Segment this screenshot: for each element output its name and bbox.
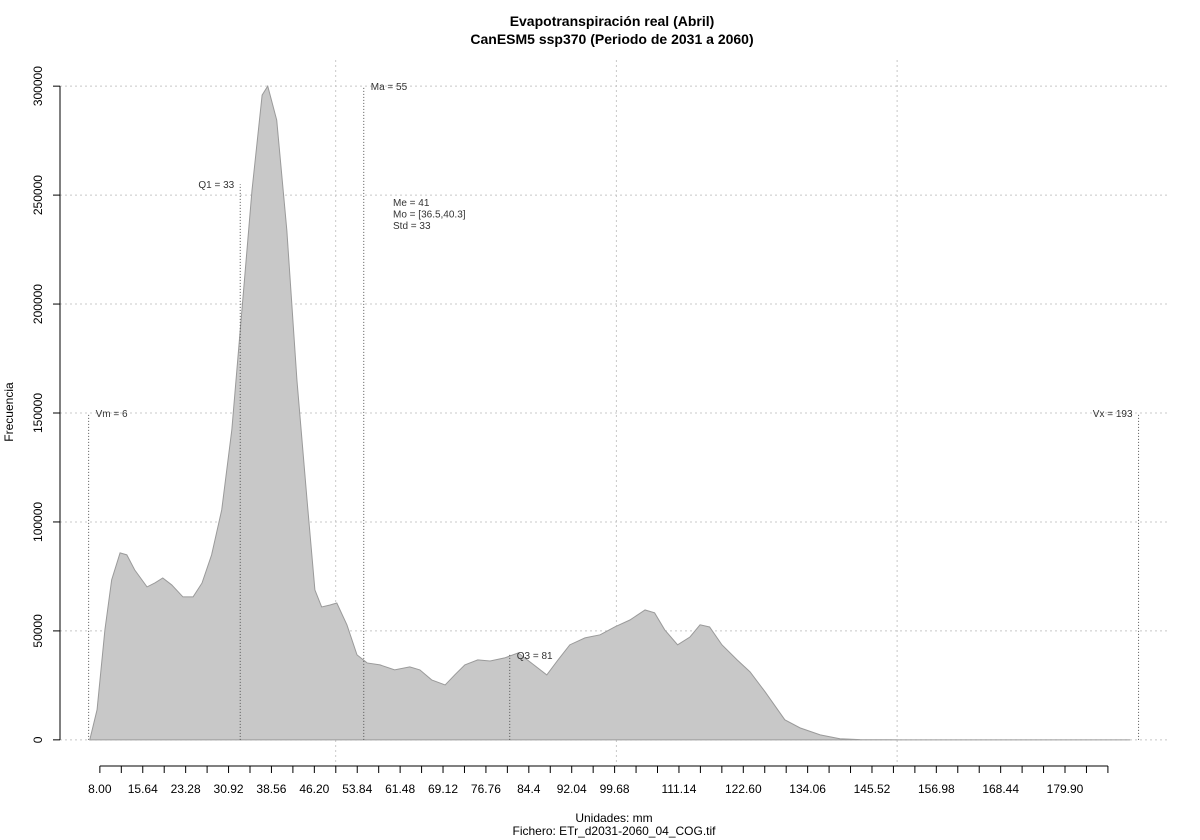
stats-label: Mo = [36.5,40.3] xyxy=(393,210,466,221)
marker-label: Ma = 55 xyxy=(371,82,408,93)
marker-label: Vm = 6 xyxy=(96,409,128,420)
x-tick-label: 122.60 xyxy=(725,782,762,796)
x-axis-title: Unidades: mm xyxy=(575,811,652,825)
x-tick-label: 156.98 xyxy=(918,782,955,796)
x-tick-label: 38.56 xyxy=(256,782,286,796)
y-tick-label: 0 xyxy=(31,736,45,743)
stats-label: Std = 33 xyxy=(393,221,431,232)
y-axis-title: Frecuencia xyxy=(2,382,16,442)
x-tick-label: 46.20 xyxy=(299,782,329,796)
caption: Fichero: ETr_d2031-2060_04_COG.tif xyxy=(513,824,717,838)
x-tick-label: 92.04 xyxy=(557,782,587,796)
x-tick-label: 84.4 xyxy=(517,782,541,796)
x-tick-label: 15.64 xyxy=(128,782,158,796)
x-tick-label: 179.90 xyxy=(1047,782,1084,796)
y-tick-label: 300000 xyxy=(31,66,45,106)
x-tick-label: 53.84 xyxy=(342,782,372,796)
marker-label: Q1 = 33 xyxy=(198,180,234,191)
x-tick-label: 30.92 xyxy=(214,782,244,796)
chart-subtitle: CanESM5 ssp370 (Periodo de 2031 a 2060) xyxy=(470,31,753,47)
marker-label: Q3 = 81 xyxy=(517,651,553,662)
x-tick-label: 69.12 xyxy=(428,782,458,796)
chart-title: Evapotranspiración real (Abril) xyxy=(510,13,715,29)
x-tick-label: 76.76 xyxy=(471,782,501,796)
y-tick-label: 100000 xyxy=(31,502,45,542)
x-tick-label: 134.06 xyxy=(789,782,826,796)
stats-label: Me = 41 xyxy=(393,198,430,209)
x-tick-label: 23.28 xyxy=(171,782,201,796)
x-tick-label: 111.14 xyxy=(661,782,696,796)
x-tick-label: 61.48 xyxy=(385,782,415,796)
y-tick-label: 200000 xyxy=(31,284,45,324)
density-area xyxy=(89,84,1131,741)
x-tick-label: 168.44 xyxy=(982,782,1019,796)
y-tick-label: 250000 xyxy=(31,175,45,215)
y-tick-label: 150000 xyxy=(31,393,45,433)
x-tick-label: 8.00 xyxy=(88,782,112,796)
marker-label: Vx = 193 xyxy=(1093,409,1133,420)
x-tick-label: 145.52 xyxy=(854,782,891,796)
y-tick-label: 50000 xyxy=(31,614,45,648)
x-tick-label: 99.68 xyxy=(600,782,630,796)
